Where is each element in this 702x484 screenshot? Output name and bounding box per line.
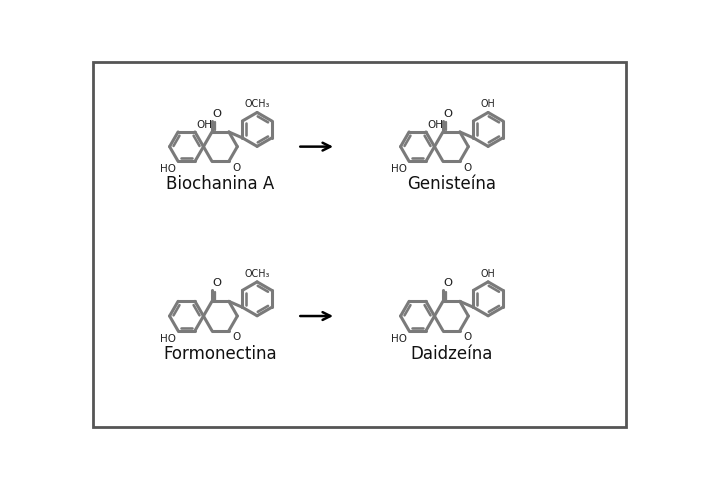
Text: Biochanina A: Biochanina A (166, 175, 274, 193)
Text: O: O (444, 108, 453, 119)
Text: OH: OH (197, 120, 213, 130)
Text: HO: HO (391, 334, 406, 344)
Text: O: O (213, 108, 222, 119)
Text: Genisteína: Genisteína (407, 175, 496, 193)
Text: O: O (444, 278, 453, 288)
Text: OH: OH (428, 120, 444, 130)
Text: OH: OH (481, 99, 496, 109)
Text: HO: HO (160, 165, 176, 174)
Text: OCH₃: OCH₃ (244, 269, 270, 279)
Text: Daidzeína: Daidzeína (410, 345, 493, 363)
Text: O: O (213, 278, 222, 288)
Text: Formonectina: Formonectina (164, 345, 277, 363)
Text: O: O (232, 163, 240, 173)
Text: HO: HO (160, 334, 176, 344)
Text: O: O (463, 332, 471, 342)
Text: OH: OH (481, 269, 496, 279)
Text: O: O (463, 163, 471, 173)
Text: O: O (232, 332, 240, 342)
Text: HO: HO (391, 165, 406, 174)
Text: OCH₃: OCH₃ (244, 99, 270, 109)
